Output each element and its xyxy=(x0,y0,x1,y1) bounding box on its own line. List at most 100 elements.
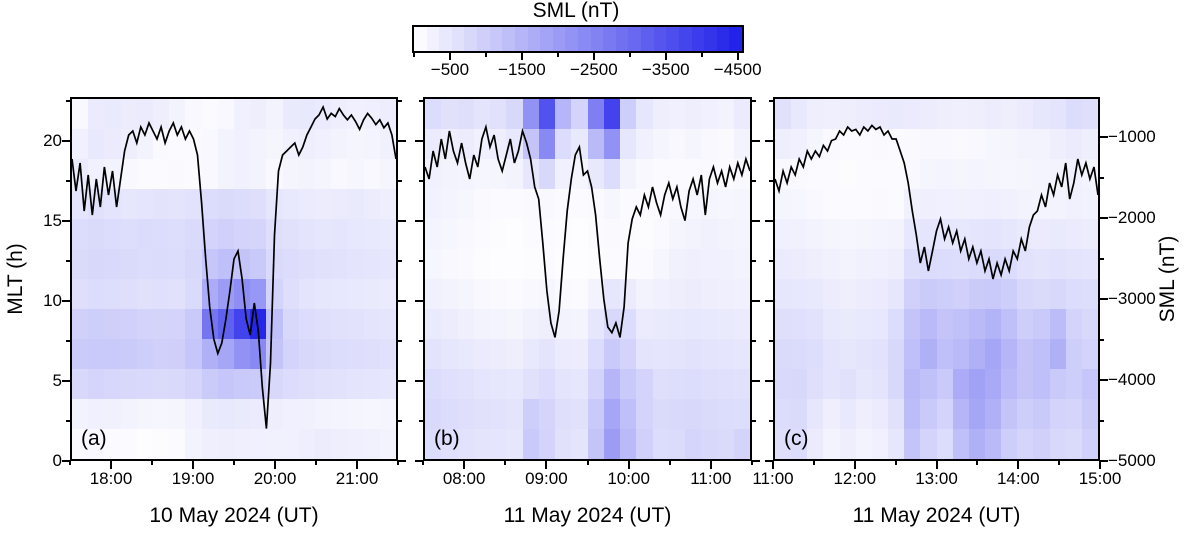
axis-tick-label: −1500 xyxy=(498,60,546,79)
heatmap-cell xyxy=(522,249,540,280)
colorbar-step xyxy=(729,27,742,51)
heatmap-cell xyxy=(904,99,922,130)
heatmap-cell xyxy=(717,249,735,280)
axis-tick xyxy=(62,300,70,302)
axis-tick xyxy=(853,461,856,469)
heatmap-cell xyxy=(839,129,857,160)
heatmap-cell xyxy=(1049,249,1067,280)
heatmap-cell xyxy=(620,99,638,130)
heatmap-cell xyxy=(250,249,268,280)
heatmap-cell xyxy=(217,369,235,400)
heatmap-cell xyxy=(347,219,365,250)
heatmap-cell xyxy=(871,429,889,459)
heatmap-cell xyxy=(315,219,332,250)
heatmap-cell xyxy=(652,369,670,400)
heatmap-cell xyxy=(652,279,670,310)
heatmap-cell xyxy=(775,129,792,160)
heatmap-cell xyxy=(522,159,540,190)
axis-tick xyxy=(398,340,402,342)
heatmap-cell xyxy=(587,309,605,340)
heatmap-cell xyxy=(952,159,970,190)
heatmap-cell xyxy=(791,279,809,310)
heatmap-cell xyxy=(201,369,219,400)
heatmap-cell xyxy=(1001,309,1019,340)
sml-line xyxy=(72,104,396,429)
heatmap-cell xyxy=(379,189,396,220)
heatmap-cell xyxy=(984,429,1002,459)
heatmap-cell xyxy=(685,279,703,310)
axis-tick-label: 08:00 xyxy=(442,469,486,488)
heatmap-cell xyxy=(733,219,750,250)
heatmap-cell xyxy=(441,249,459,280)
heatmap-cell xyxy=(620,309,638,340)
axis-tick xyxy=(769,180,773,182)
heatmap-cell xyxy=(473,219,491,250)
panel-letter-c: (c) xyxy=(784,427,809,450)
heatmap-cell xyxy=(807,279,825,310)
heatmap-cell xyxy=(823,429,841,459)
heatmap-cell xyxy=(791,369,809,400)
heatmap-cell xyxy=(636,399,654,430)
heatmap-cell xyxy=(717,369,735,400)
heatmap-cell xyxy=(587,189,605,220)
axis-tick xyxy=(765,140,773,142)
heatmap-cell xyxy=(652,429,670,459)
heatmap-cell xyxy=(201,399,219,430)
heatmap-cell xyxy=(1065,399,1083,430)
heatmap-cell xyxy=(685,399,703,430)
axis-tick xyxy=(110,461,112,469)
heatmap-cell xyxy=(347,189,365,220)
heatmap-cell xyxy=(839,369,857,400)
heatmap-cell xyxy=(775,219,792,250)
heatmap-cell xyxy=(603,279,621,310)
axis-tick-label: −2500 xyxy=(569,60,618,79)
heatmap-cell xyxy=(1017,309,1035,340)
heatmap-cell xyxy=(1001,129,1019,160)
heatmap-cell xyxy=(363,399,381,430)
axis-tick xyxy=(315,461,317,465)
heatmap-cell xyxy=(266,99,284,130)
axis-tick-label: 10 xyxy=(43,291,62,310)
heatmap-cell xyxy=(701,369,719,400)
heatmap-cell xyxy=(104,99,122,130)
heatmap-cell xyxy=(522,309,540,340)
heatmap-cell xyxy=(1017,279,1035,310)
heatmap-cell xyxy=(668,369,686,400)
axis-tick xyxy=(415,220,423,222)
heatmap-cell xyxy=(250,399,268,430)
heatmap-cell xyxy=(685,159,703,190)
heatmap-cell xyxy=(425,369,443,400)
heatmap-cell xyxy=(823,339,841,370)
heatmap-cell xyxy=(1001,399,1019,430)
axis-tick xyxy=(545,461,548,469)
heatmap-cell xyxy=(153,99,170,130)
heatmap-cell xyxy=(425,339,443,370)
axis-tick xyxy=(415,380,423,382)
heatmap-cell xyxy=(538,339,556,370)
heatmap-cell xyxy=(457,159,475,190)
heatmap-cell xyxy=(331,339,349,370)
heatmap-cell xyxy=(936,249,954,280)
heatmap-cell xyxy=(685,99,703,130)
heatmap-cell xyxy=(506,429,524,459)
axis-tick xyxy=(398,380,406,382)
heatmap-cell xyxy=(425,399,443,430)
heatmap-cell xyxy=(1033,309,1051,340)
axis-tick xyxy=(668,461,671,465)
axis-tick xyxy=(700,53,703,57)
heatmap-cell xyxy=(169,249,187,280)
heatmap-cell xyxy=(652,159,670,190)
heatmap-cell xyxy=(871,279,889,310)
axis-tick xyxy=(419,260,423,262)
heatmap-cell xyxy=(952,279,970,310)
heatmap-cell xyxy=(1017,129,1035,160)
heatmap-cell xyxy=(506,399,524,430)
heatmap-cell xyxy=(425,429,443,459)
heatmap-cell xyxy=(347,309,365,340)
heatmap-cell xyxy=(331,309,349,340)
axis-tick xyxy=(398,140,406,142)
heatmap-cell xyxy=(347,369,365,400)
heatmap-cell xyxy=(701,309,719,340)
heatmap-cell xyxy=(120,429,138,459)
axis-tick xyxy=(398,420,402,422)
